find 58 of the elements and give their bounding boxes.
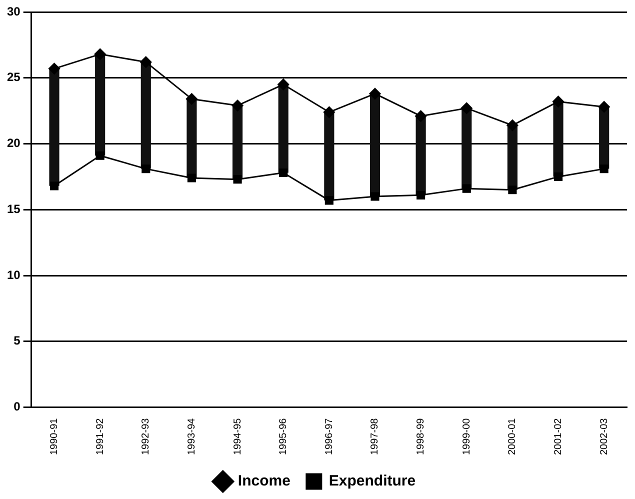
point [460, 102, 472, 114]
point [186, 93, 198, 105]
point [554, 172, 563, 181]
point [324, 196, 334, 205]
bar [140, 62, 151, 169]
y-tick-label: 0 [14, 400, 21, 414]
point [279, 168, 288, 178]
bar [370, 94, 380, 196]
point [232, 100, 244, 112]
x-tick-label: 1992-93 [140, 418, 152, 456]
x-tick-label: 2002-03 [598, 418, 610, 456]
point [187, 174, 196, 182]
bar [95, 54, 106, 156]
legend-label: Income [238, 472, 290, 490]
point [506, 120, 518, 132]
point [552, 96, 564, 108]
bar [324, 112, 334, 200]
bar [186, 98, 197, 178]
y-tick-label: 20 [6, 136, 21, 150]
point [323, 106, 335, 118]
point [416, 190, 426, 200]
x-tick-label: 1994-95 [232, 418, 244, 456]
x-tick-label: 1990-91 [49, 418, 60, 456]
x-tick-label: 1998-99 [416, 418, 427, 456]
point [370, 192, 380, 201]
point [369, 88, 381, 100]
y-tick-label: 30 [6, 4, 21, 18]
point [48, 62, 60, 74]
legend-label: Expenditure [328, 472, 416, 490]
x-tick-label: 2001-02 [553, 418, 564, 456]
x-tick-label: 1995-96 [278, 418, 290, 456]
y-tick-label: 10 [6, 268, 21, 282]
point [94, 48, 106, 60]
bar [416, 116, 426, 196]
y-tick-label: 25 [6, 70, 21, 84]
point [415, 110, 427, 122]
point [50, 182, 59, 190]
point [140, 56, 152, 68]
point [233, 175, 242, 184]
point [598, 101, 610, 113]
x-tick-label: 1996-97 [324, 418, 335, 456]
x-tick-label: 1993-94 [186, 418, 198, 456]
x-tick-label: 1997-98 [370, 418, 381, 456]
x-tick-label: 1991-92 [94, 418, 106, 456]
x-tick-label: 2000-01 [507, 418, 518, 456]
y-tick-label: 5 [14, 334, 21, 348]
bar [553, 102, 564, 177]
point [508, 186, 517, 194]
bar [278, 84, 288, 173]
point [600, 164, 608, 174]
x-tick-label: 1999-00 [461, 418, 472, 456]
point [96, 151, 104, 160]
bar [462, 108, 472, 189]
point [142, 164, 150, 174]
y-tick-label: 15 [6, 202, 21, 216]
point [278, 78, 290, 90]
bar [49, 68, 60, 186]
point [462, 184, 471, 193]
